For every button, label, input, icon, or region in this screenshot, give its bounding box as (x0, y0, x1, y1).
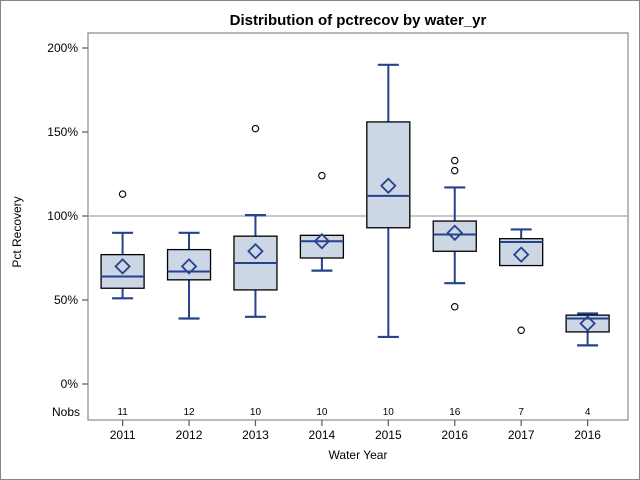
mean-diamond-marker (313, 232, 331, 250)
outlier-point (517, 326, 525, 334)
outlier-point (318, 171, 326, 180)
plot-frame (87, 32, 629, 421)
y-tick-label: 100% (47, 209, 78, 223)
x-tick-label: 2015 (375, 428, 402, 442)
y-tick-label: 150% (47, 125, 78, 139)
outlier-point (450, 166, 459, 175)
mean-diamond-marker (579, 315, 596, 332)
outlier-point (251, 124, 260, 133)
y-axis-title: Pct Recovery (10, 196, 24, 267)
y-tick-label: 0% (61, 377, 79, 391)
mean-diamond-marker (446, 224, 464, 242)
nobs-value: 10 (383, 407, 395, 418)
x-tick-label: 2016 (574, 428, 601, 442)
x-tick-label: 2012 (176, 428, 203, 442)
nobs-value: 12 (183, 407, 195, 418)
outlier-point (118, 190, 127, 198)
box (366, 121, 411, 229)
chart-title: Distribution of pctrecov by water_yr (230, 12, 487, 29)
nobs-value: 7 (518, 407, 524, 418)
plot-area: 0% 50% 100% 150% 200% 2011 11 2012 12 2013 10 2014 1… (47, 32, 629, 442)
mean-diamond-marker (512, 246, 530, 263)
x-tick-label: 2014 (309, 428, 336, 442)
nobs-value: 4 (585, 407, 591, 418)
x-tick-label: 2011 (110, 428, 136, 442)
mean-diamond-marker (247, 243, 264, 260)
outlier-point (450, 156, 459, 165)
nobs-value: 10 (316, 407, 328, 418)
nobs-row-label: Nobs (52, 405, 80, 419)
box (166, 248, 212, 281)
box (299, 234, 345, 259)
x-tick-label: 2016 (441, 428, 468, 442)
outlier-point (450, 302, 459, 311)
nobs-value: 16 (449, 407, 461, 418)
y-tick-label: 50% (54, 293, 78, 307)
mean-diamond-marker (380, 177, 397, 195)
x-axis-title: Water Year (329, 448, 388, 462)
nobs-value: 10 (250, 407, 262, 418)
x-tick-label: 2013 (242, 428, 269, 442)
mean-diamond-marker (180, 258, 198, 275)
mean-diamond-marker (114, 258, 131, 275)
y-tick-label: 200% (47, 41, 78, 55)
nobs-value: 11 (117, 407, 128, 418)
x-tick-label: 2017 (508, 428, 535, 442)
